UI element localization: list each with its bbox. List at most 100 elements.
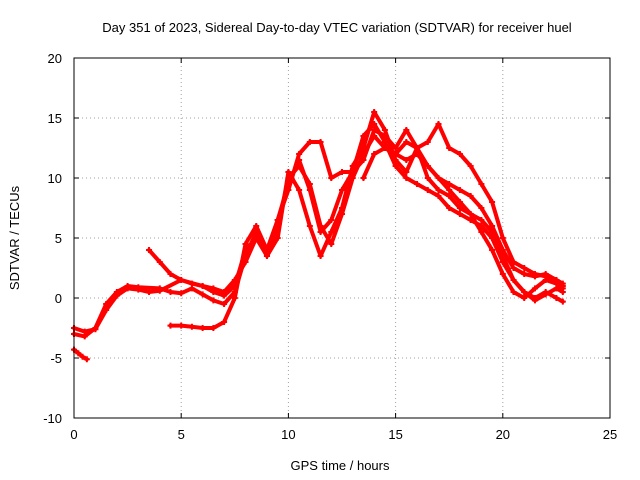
data-point: [531, 285, 538, 292]
data-point: [328, 217, 335, 223]
data-point: [81, 333, 88, 340]
data-point: [349, 169, 356, 175]
data-point: [339, 211, 345, 217]
data-point: [253, 235, 260, 241]
data-point: [135, 284, 142, 291]
data-point: [156, 285, 163, 292]
data-point: [167, 322, 174, 329]
data-point: [542, 289, 549, 295]
data-point: [403, 175, 410, 181]
data-point: [553, 295, 560, 301]
data-point: [467, 193, 474, 199]
data-point: [435, 187, 442, 193]
data-point: [403, 127, 410, 133]
data-point: [403, 169, 410, 175]
x-tick-label: 0: [70, 427, 77, 442]
data-point: [328, 175, 335, 181]
data-point: [146, 247, 153, 253]
data-point: [414, 181, 421, 187]
data-point: [221, 301, 228, 307]
data-point: [210, 325, 217, 331]
data-point: [392, 157, 399, 163]
data-point: [456, 199, 463, 205]
data-point: [392, 163, 399, 169]
data-point: [446, 145, 453, 151]
data-point: [328, 229, 335, 235]
data-point: [178, 290, 185, 297]
data-point: [274, 217, 281, 223]
data-point: [360, 175, 367, 181]
chart-title: Day 351 of 2023, Sidereal Day-to-day VTE…: [102, 20, 572, 35]
y-tick-label: 15: [48, 111, 62, 126]
x-tick-label: 25: [603, 427, 617, 442]
data-point: [349, 175, 356, 181]
data-point: [199, 291, 206, 298]
data-point: [274, 235, 281, 241]
data-point: [559, 298, 566, 305]
data-point: [92, 325, 99, 331]
data-point: [478, 181, 485, 187]
series-line-trace-4: [168, 128, 565, 330]
data-point: [499, 271, 506, 277]
series-line-trace-6: [72, 347, 89, 362]
data-point: [489, 199, 496, 205]
data-point: [328, 241, 335, 247]
data-point: [489, 223, 496, 229]
data-point: [317, 139, 324, 145]
data-point: [83, 356, 90, 363]
data-point: [424, 163, 431, 169]
data-point: [521, 289, 528, 295]
data-point: [499, 253, 506, 259]
data-point: [467, 163, 474, 169]
data-point: [446, 193, 453, 199]
data-point: [306, 223, 313, 229]
data-point: [510, 289, 517, 295]
data-point: [424, 187, 431, 193]
data-point: [199, 325, 206, 331]
data-point: [231, 295, 238, 301]
data-point: [221, 289, 228, 295]
data-point: [371, 109, 378, 115]
data-point: [478, 217, 485, 223]
data-point: [210, 297, 217, 304]
data-point: [414, 145, 421, 151]
data-point: [371, 151, 378, 157]
data-point: [489, 247, 496, 253]
data-point: [167, 289, 174, 295]
data-point: [478, 229, 485, 235]
series-line-trace-2: [72, 110, 565, 339]
data-point: [392, 145, 399, 151]
y-tick-label: -10: [43, 411, 62, 426]
data-point: [124, 283, 131, 289]
data-point: [188, 280, 195, 287]
data-point: [553, 277, 560, 283]
data-point: [521, 271, 528, 277]
data-point: [456, 205, 463, 211]
data-point: [178, 277, 185, 283]
data-point: [435, 121, 442, 127]
data-point: [456, 187, 463, 193]
data-point: [381, 145, 388, 151]
data-point: [167, 271, 174, 277]
series-group: [71, 109, 566, 363]
data-point: [263, 247, 270, 253]
y-tick-label: 20: [48, 51, 62, 66]
data-point: [371, 127, 378, 133]
data-point: [559, 280, 566, 287]
x-axis-label: GPS time / hours: [291, 458, 390, 473]
data-point: [467, 211, 474, 217]
y-tick-label: 5: [55, 231, 62, 246]
data-point: [403, 139, 410, 145]
data-point: [253, 223, 260, 229]
data-point: [446, 181, 453, 187]
data-point: [360, 157, 367, 163]
data-point: [113, 289, 120, 295]
data-point: [306, 139, 313, 145]
data-point: [531, 271, 538, 277]
data-point: [446, 205, 453, 211]
data-point: [403, 157, 410, 163]
grid: [74, 58, 610, 418]
x-tick-label: 5: [178, 427, 185, 442]
data-point: [381, 127, 388, 133]
